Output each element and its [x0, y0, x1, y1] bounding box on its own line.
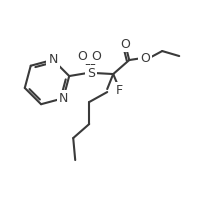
Text: O: O [120, 38, 130, 51]
Text: F: F [116, 84, 123, 97]
Text: O: O [77, 50, 87, 63]
Text: O: O [91, 50, 101, 63]
Text: S: S [87, 67, 95, 80]
Text: N: N [48, 53, 58, 66]
Text: N: N [58, 92, 68, 105]
Text: O: O [140, 52, 150, 65]
